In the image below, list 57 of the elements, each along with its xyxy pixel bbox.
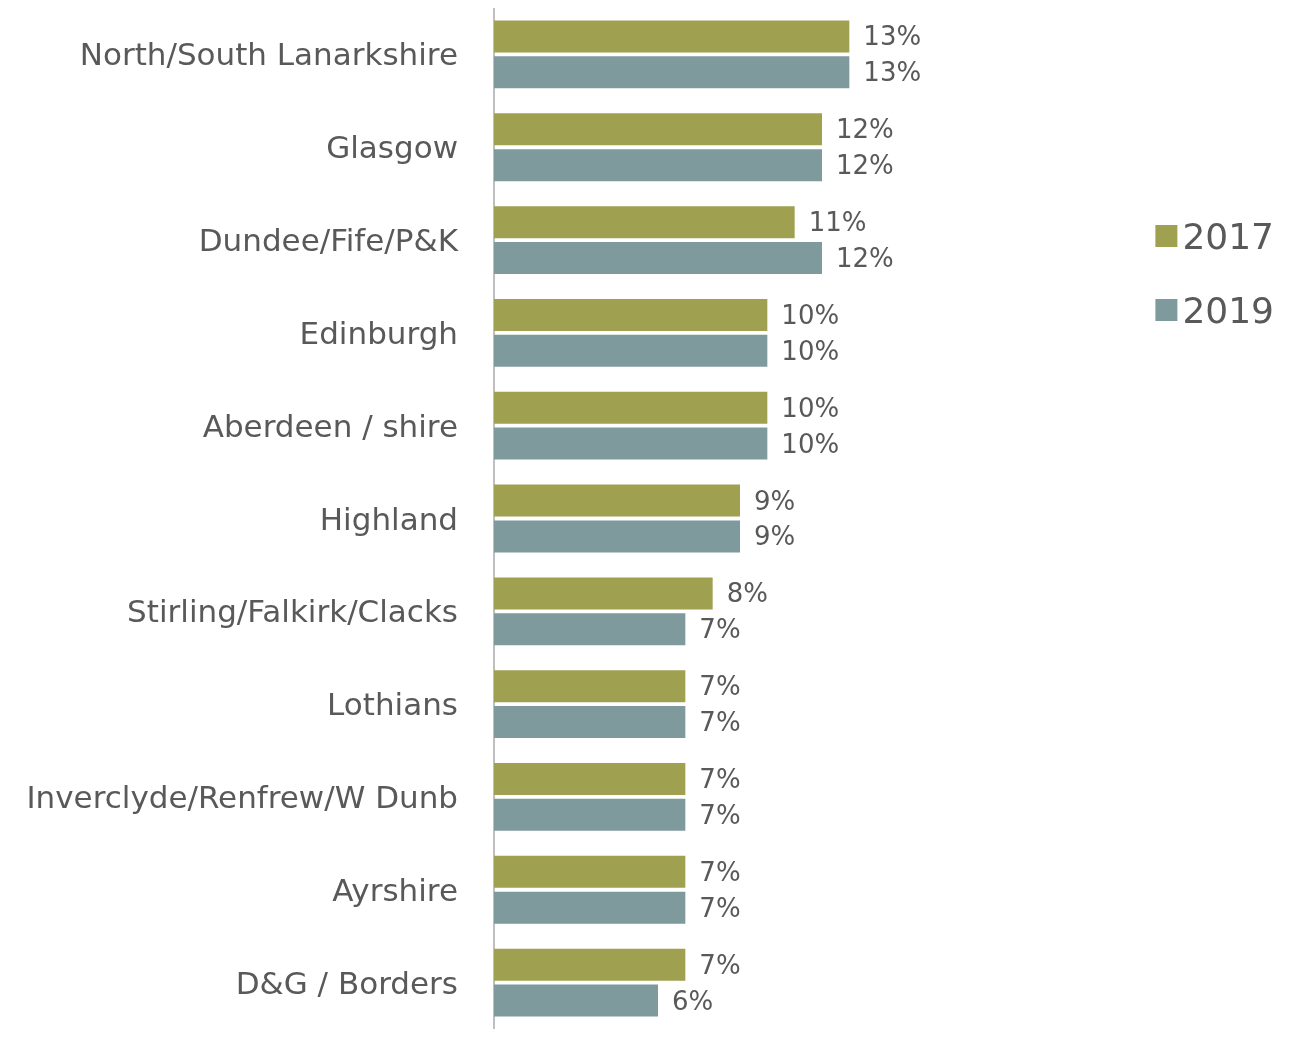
y-tick-label: Stirling/Falkirk/Clacks <box>127 593 458 630</box>
data-label: 8% <box>726 578 768 609</box>
bar <box>494 520 740 553</box>
data-label: 11% <box>808 207 867 238</box>
bar <box>494 391 768 424</box>
data-label: 6% <box>672 985 714 1016</box>
bar <box>494 149 822 182</box>
data-label: 7% <box>699 949 741 980</box>
data-label: 10% <box>781 392 840 423</box>
data-label: 12% <box>836 242 894 273</box>
data-label: 7% <box>699 614 741 645</box>
bar <box>494 334 768 367</box>
y-tick-label: Highland <box>319 500 458 537</box>
bar <box>494 855 686 888</box>
bar <box>494 206 795 239</box>
bar <box>494 891 686 924</box>
bar <box>494 763 686 796</box>
data-label: 10% <box>781 428 840 459</box>
bar <box>494 113 822 146</box>
bar <box>494 241 822 274</box>
legend-label: 2017 <box>1182 215 1275 257</box>
bar <box>494 20 850 53</box>
data-label: 13% <box>863 57 922 88</box>
data-label: 10% <box>781 335 840 366</box>
y-tick-label: Lothians <box>327 686 458 723</box>
bar <box>494 706 686 739</box>
data-label: 9% <box>754 485 796 516</box>
data-label: 12% <box>836 150 894 181</box>
legend-label: 2019 <box>1182 289 1275 331</box>
bar <box>494 948 686 981</box>
y-tick-label: D&G / Borders <box>235 964 458 1001</box>
data-label: 7% <box>699 892 741 923</box>
data-label: 7% <box>699 707 741 738</box>
bar <box>494 670 686 703</box>
data-label: 7% <box>699 671 741 702</box>
y-tick-label: Glasgow <box>326 129 458 166</box>
bar <box>494 577 713 610</box>
y-tick-label: Edinburgh <box>299 314 458 351</box>
data-label: 10% <box>781 299 840 330</box>
bar <box>494 798 686 831</box>
bar <box>494 298 768 331</box>
data-label: 12% <box>836 114 894 145</box>
y-tick-label: Ayrshire <box>332 871 458 908</box>
data-label: 7% <box>699 799 741 830</box>
bar <box>494 613 686 646</box>
bar <box>494 56 850 89</box>
data-label: 7% <box>699 856 741 887</box>
y-tick-label: North/South Lanarkshire <box>79 36 458 73</box>
data-label: 9% <box>754 521 796 552</box>
bar <box>494 484 740 517</box>
bar <box>494 427 768 460</box>
data-label: 13% <box>863 21 922 52</box>
y-tick-label: Inverclyde/Renfrew/W Dunb <box>26 778 458 815</box>
y-tick-label: Dundee/Fife/P&K <box>198 222 459 259</box>
data-label: 7% <box>699 764 741 795</box>
bar <box>494 984 658 1017</box>
y-tick-label: Aberdeen / shire <box>202 407 458 444</box>
